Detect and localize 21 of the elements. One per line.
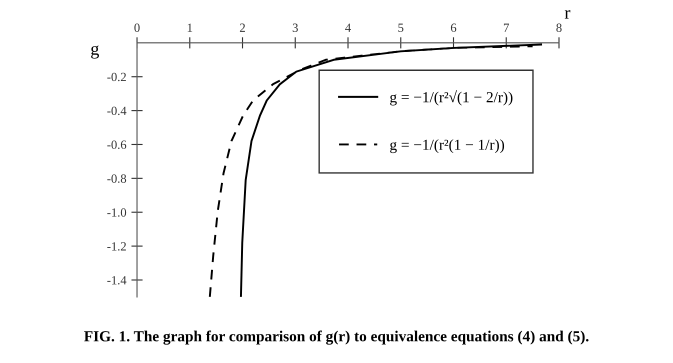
x-tick-label: 8 (556, 24, 562, 32)
x-tick-label: 3 (292, 24, 298, 32)
y-tick-label: -0.8 (107, 174, 126, 183)
legend-label: g = −1/(r²√(1 − 2/r)) (390, 90, 512, 106)
y-tick-label: -1.0 (107, 208, 126, 217)
x-tick-label: 5 (398, 24, 404, 32)
y-tick-label: -0.2 (107, 72, 126, 82)
y-axis-title: g (91, 45, 99, 59)
y-tick-label: -1.4 (107, 276, 126, 285)
x-tick-label: 1 (188, 24, 192, 32)
caption: FIG. 1. The graph for comparison of g(r) to equivalence equations (4) and (5). (84, 330, 588, 345)
x-tick-label: 2 (240, 24, 245, 32)
x-tick-label: 0 (134, 24, 140, 32)
x-axis-title: r (564, 10, 570, 19)
x-tick-label: 7 (504, 24, 510, 32)
y-tick-label: -0.6 (107, 140, 126, 149)
y-tick-label: -1.2 (107, 242, 126, 251)
legend-label: g = −1/(r²(1 − 1/r)) (390, 139, 504, 154)
x-tick-label: 4 (345, 24, 351, 32)
y-tick-label: -0.4 (107, 106, 126, 116)
x-tick-label: 6 (450, 24, 456, 32)
